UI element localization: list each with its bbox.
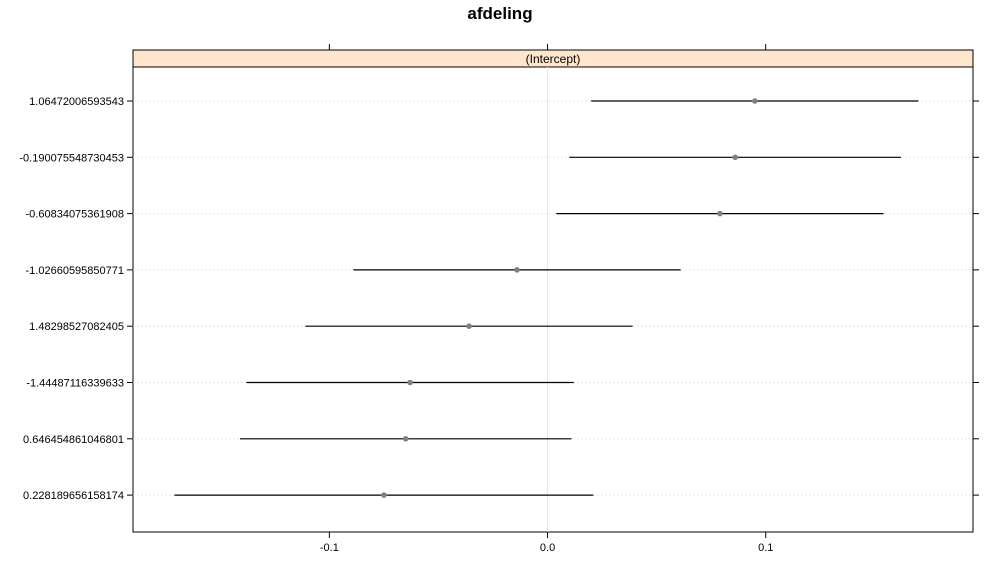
category-label: -1.44487116339633 [26,378,124,390]
marks-layer [174,98,919,498]
chart-title: afdeling [467,4,533,23]
x-tick-label: 0.0 [540,542,555,554]
x-tick-label: 0.1 [758,542,773,554]
category-label: 0.228189656158174 [23,490,124,502]
estimate-point [402,436,409,442]
estimate-point [752,98,758,104]
estimate-point [407,379,413,386]
estimate-point [381,492,387,498]
category-label: 1.06472006593543 [29,96,124,108]
estimate-point [514,267,520,273]
estimate-point [466,323,472,330]
category-label: -0.60834075361908 [26,209,124,221]
estimate-point [732,154,738,161]
estimate-point [717,210,723,217]
grid-layer [133,67,973,532]
panel-frame [132,49,974,533]
strip-label: (Intercept) [526,52,581,66]
x-tick-label: -0.1 [320,542,339,554]
category-label: -0.190075548730453 [19,152,124,164]
axis-layer: -0.1 0.0 0.1 1.06472006593543 -0.19007554873… [19,44,979,554]
category-label: -1.02660595850771 [26,265,124,277]
category-label: 1.48298527082405 [29,321,124,333]
category-label: 0.646454861046801 [23,434,124,446]
